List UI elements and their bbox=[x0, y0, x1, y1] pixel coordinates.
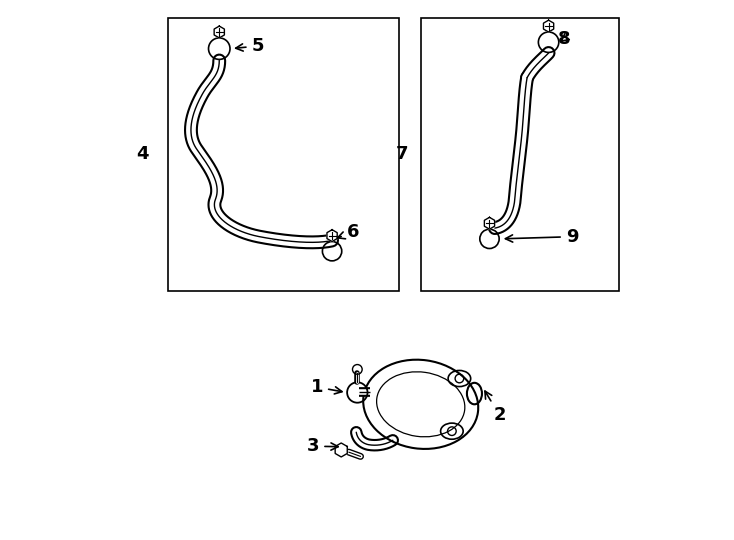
Text: 5: 5 bbox=[236, 37, 264, 55]
Text: 3: 3 bbox=[307, 437, 338, 455]
Text: 2: 2 bbox=[485, 391, 506, 424]
Text: 6: 6 bbox=[338, 224, 359, 241]
Polygon shape bbox=[543, 20, 553, 32]
Polygon shape bbox=[335, 443, 347, 457]
Text: 1: 1 bbox=[310, 378, 342, 396]
Polygon shape bbox=[214, 26, 225, 38]
Text: 7: 7 bbox=[396, 145, 408, 164]
Polygon shape bbox=[327, 230, 337, 241]
Polygon shape bbox=[484, 218, 495, 229]
Text: 8: 8 bbox=[558, 30, 570, 48]
Text: 4: 4 bbox=[137, 145, 149, 164]
Text: 9: 9 bbox=[506, 228, 578, 246]
